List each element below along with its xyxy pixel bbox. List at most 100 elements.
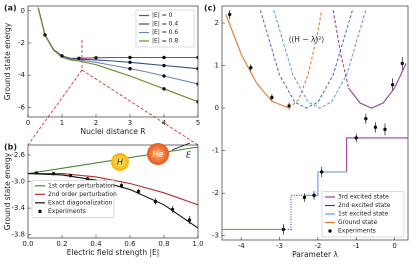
legend-label: |E| = 0.6 <box>152 29 178 36</box>
data-point <box>281 227 286 232</box>
series-line <box>259 10 353 109</box>
series-line <box>273 10 367 109</box>
x-tick-label: -3 <box>276 242 283 250</box>
data-point <box>196 67 198 71</box>
data-point <box>34 171 39 175</box>
data-point <box>196 100 198 104</box>
particle-he <box>147 143 169 165</box>
legend-label: |E| = 0.8 <box>152 38 178 45</box>
particle-label: H <box>117 158 123 167</box>
zoom-line <box>81 69 199 146</box>
data-point <box>354 136 358 140</box>
data-point <box>94 56 98 60</box>
y-tick-label: 0 <box>21 7 25 15</box>
y-tick-label: 0 <box>215 104 219 112</box>
data-point <box>153 199 158 204</box>
y-tick-label: 2 <box>215 19 219 27</box>
legend-label: 2nd excited state <box>338 202 391 209</box>
plot-area <box>222 10 408 235</box>
data-point <box>119 183 124 188</box>
legend-label: Experiments <box>48 208 86 215</box>
data-point <box>302 195 307 200</box>
field-arrow <box>171 142 191 151</box>
series-line <box>332 10 350 89</box>
legend-label: Experiments <box>338 228 376 235</box>
x-tick-label: 0.8 <box>158 240 169 248</box>
y-tick-label: -2 <box>212 189 219 197</box>
legend-label: Ground state <box>338 219 377 226</box>
data-point <box>320 170 324 174</box>
x-tick-label: 0 <box>26 119 30 127</box>
plot-area <box>37 7 198 104</box>
data-point <box>170 207 175 212</box>
plot-frame <box>27 5 199 118</box>
data-point <box>373 125 378 129</box>
data-point <box>162 55 166 60</box>
data-point <box>227 12 232 17</box>
series-line <box>348 63 407 109</box>
data-point <box>270 95 274 100</box>
x-tick-label: 5 <box>196 119 200 127</box>
data-point <box>43 33 47 37</box>
x-tick-label: 1 <box>60 119 64 127</box>
panel-label: (c) <box>204 4 216 13</box>
x-tick-label: 3 <box>128 119 132 127</box>
data-point <box>51 171 56 176</box>
y-axis-label: Ground state energy <box>3 152 12 230</box>
legend-label: |E| = 0 <box>152 12 173 19</box>
data-point <box>128 60 132 65</box>
legend-label: 2nd order perturbation <box>48 191 117 198</box>
data-point <box>196 82 198 86</box>
x-tick-label: 0 <box>392 242 396 250</box>
field-label: E <box>186 151 192 160</box>
y-tick-label: -6 <box>18 103 26 111</box>
panel-label: (b) <box>4 143 17 152</box>
legend-swatch <box>328 229 332 233</box>
legend-label: 3rd excited state <box>338 194 389 201</box>
plot-frame <box>27 144 199 239</box>
legend-swatch <box>38 209 42 214</box>
y-tick-label: -3.0 <box>11 178 25 186</box>
legend-box <box>321 191 405 238</box>
x-tick-label: -2 <box>314 242 321 250</box>
x-tick-label: 0.2 <box>56 240 67 248</box>
data-point <box>77 56 81 60</box>
x-axis-label: Parameter λ <box>292 250 338 259</box>
series-line <box>304 171 347 196</box>
data-point <box>68 173 73 178</box>
x-tick-label: 0.0 <box>22 240 33 248</box>
y-tick-label: -3.8 <box>11 231 25 239</box>
data-point <box>400 61 404 66</box>
series-line <box>288 10 323 109</box>
data-point <box>85 177 90 181</box>
x-tick-label: 0.6 <box>124 240 136 248</box>
data-point <box>162 87 166 91</box>
zoom-guides <box>27 40 199 146</box>
y-tick-label: 1 <box>215 62 219 70</box>
plot-frame <box>221 5 409 241</box>
x-tick-label: -4 <box>238 242 246 250</box>
legend-label: 1st order perturbation <box>48 182 115 189</box>
data-point <box>196 55 198 60</box>
x-axis-label: Nuclei distance R <box>80 127 145 136</box>
series-line <box>225 14 290 109</box>
data-point <box>162 63 166 68</box>
data-point <box>162 74 166 78</box>
data-point <box>136 189 141 194</box>
particle-h <box>111 153 129 171</box>
x-tick-label: 4 <box>162 119 167 127</box>
data-point <box>364 117 368 121</box>
y-axis-label: Ground state energy <box>3 22 12 100</box>
data-point <box>312 193 316 198</box>
data-point <box>383 127 387 132</box>
legend-box <box>31 180 115 218</box>
data-point <box>128 55 132 60</box>
y-tick-label: -2.6 <box>11 151 25 159</box>
y-tick-label: -4 <box>18 71 26 79</box>
panel-label: (a) <box>4 4 17 13</box>
x-tick-label: 1.0 <box>192 240 203 248</box>
legend-label: |E| = 0.4 <box>152 21 178 28</box>
particle-label: He <box>153 150 164 159</box>
y-tick-label: -3 <box>212 232 219 240</box>
